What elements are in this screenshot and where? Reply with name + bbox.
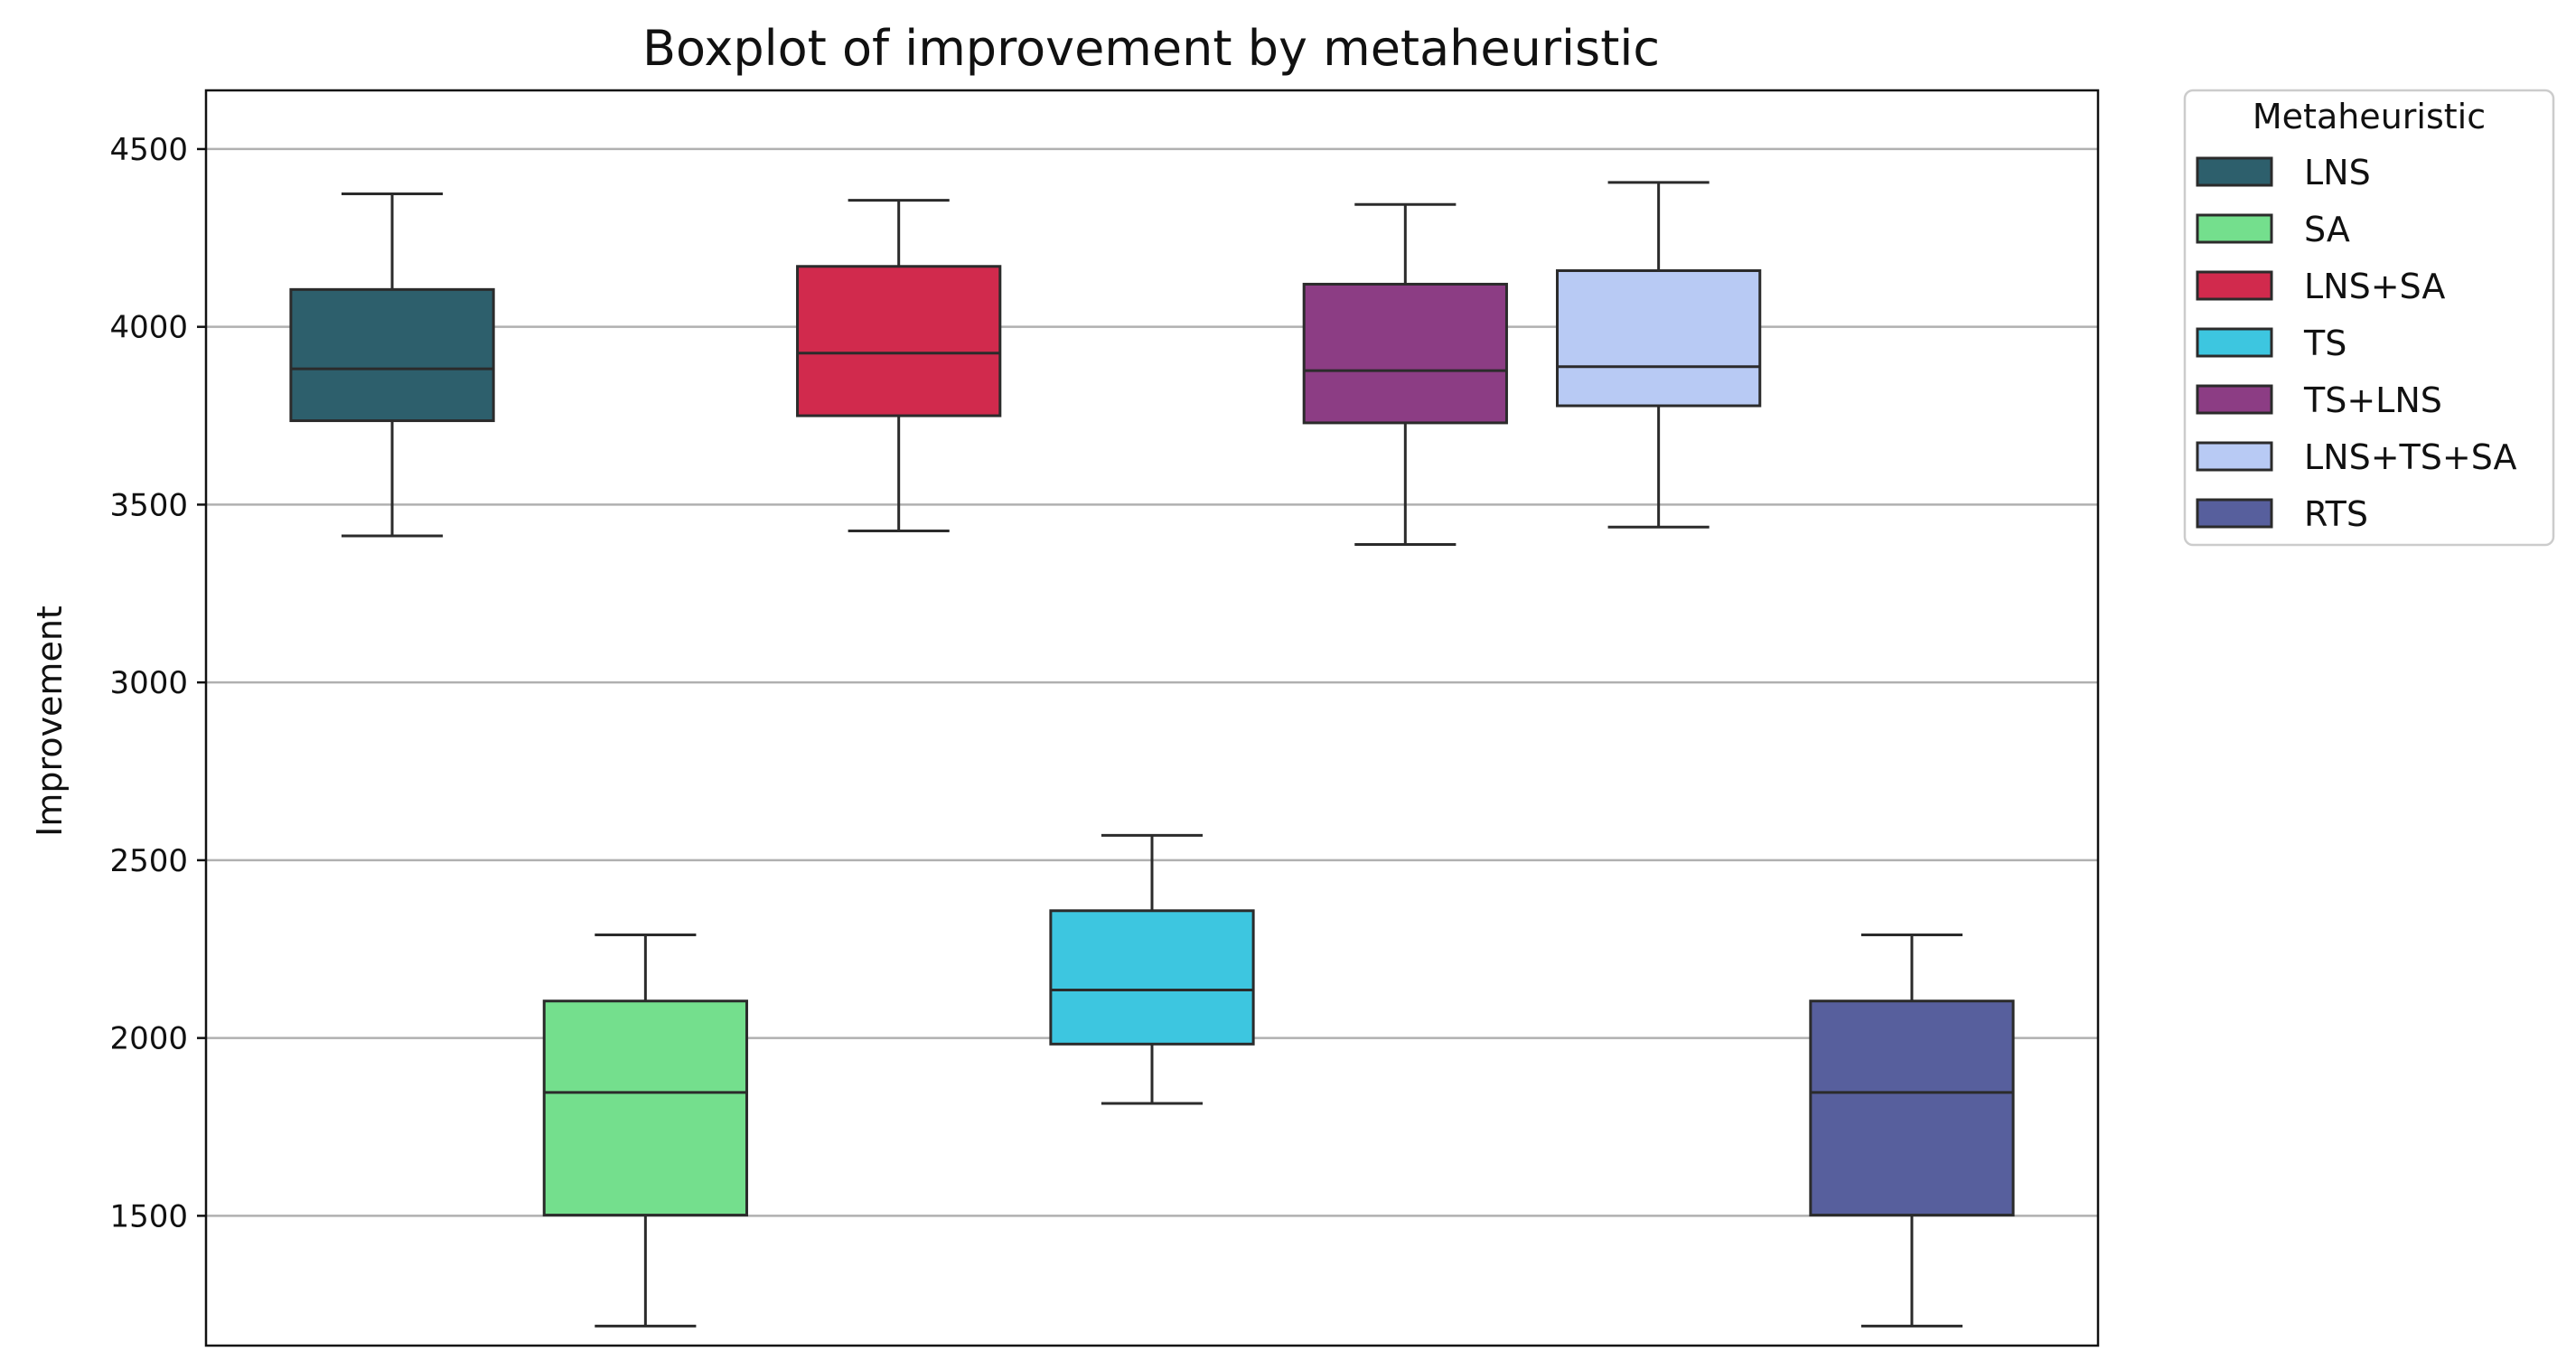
y-tick-label-3000: 3000 bbox=[109, 665, 188, 701]
legend-item-ts: TS bbox=[2196, 324, 2347, 363]
legend-title: Metaheuristic bbox=[2253, 97, 2486, 136]
legend-item-lns-sa: LNS+SA bbox=[2196, 267, 2445, 306]
y-axis-ticks: 1500 2000 2500 3000 3500 4000 4500 bbox=[109, 132, 206, 1234]
legend-swatch-lns-ts-sa bbox=[2196, 441, 2273, 472]
legend-swatch-lns bbox=[2196, 156, 2273, 187]
legend-label-lns: LNS bbox=[2304, 153, 2371, 192]
legend-label-lns-sa: LNS+SA bbox=[2304, 267, 2445, 306]
legend-label-ts: TS bbox=[2303, 324, 2347, 363]
legend-item-rts: RTS bbox=[2196, 494, 2368, 534]
legend: Metaheuristic LNS SA LNS+SA TS TS+LNS LNS+TS+… bbox=[2183, 89, 2555, 547]
legend-frame bbox=[2183, 89, 2555, 547]
box-lns-ts-sa bbox=[1556, 181, 1762, 529]
legend-swatch-sa bbox=[2196, 213, 2273, 244]
legend-swatch-ts-lns bbox=[2196, 384, 2273, 415]
plot-frame bbox=[204, 89, 2100, 1347]
iqr-box-rts bbox=[1809, 999, 2015, 1217]
legend-item-sa: SA bbox=[2196, 210, 2350, 249]
legend-label-sa: SA bbox=[2304, 210, 2350, 249]
iqr-box-lns-ts-sa bbox=[1556, 268, 1762, 408]
legend-swatch-lns-sa bbox=[2196, 270, 2273, 301]
legend-swatch-rts bbox=[2196, 498, 2273, 529]
y-tick-label-4000: 4000 bbox=[109, 310, 188, 346]
y-axis-label: Improvement bbox=[30, 605, 70, 837]
chart-title: Boxplot of improvement by metaheuristic bbox=[642, 20, 1660, 77]
box-ts bbox=[1049, 833, 1255, 1105]
legend-items: LNS SA LNS+SA TS TS+LNS LNS+TS+SA RTS bbox=[2196, 153, 2517, 534]
legend-label-lns-ts-sa: LNS+TS+SA bbox=[2304, 437, 2517, 477]
y-tick-label-4500: 4500 bbox=[109, 132, 188, 168]
box-ts-lns bbox=[1302, 202, 1508, 546]
iqr-box-ts-lns bbox=[1302, 282, 1508, 425]
y-tick-label-3500: 3500 bbox=[109, 487, 188, 523]
box-layer bbox=[289, 181, 2015, 1328]
iqr-box-lns bbox=[289, 287, 495, 423]
iqr-box-sa bbox=[542, 999, 748, 1217]
legend-item-lns: LNS bbox=[2196, 153, 2371, 192]
legend-swatch-ts bbox=[2196, 327, 2273, 358]
legend-item-lns-ts-sa: LNS+TS+SA bbox=[2196, 437, 2517, 477]
legend-label-rts: RTS bbox=[2304, 494, 2368, 534]
iqr-box-lns-sa bbox=[796, 265, 1002, 418]
box-lns-sa bbox=[796, 199, 1002, 533]
y-tick-label-2500: 2500 bbox=[109, 843, 188, 879]
box-sa bbox=[542, 934, 748, 1328]
box-lns bbox=[289, 192, 495, 538]
box-rts bbox=[1809, 934, 2015, 1328]
y-tick-label-2000: 2000 bbox=[109, 1021, 188, 1057]
y-tick-label-1500: 1500 bbox=[109, 1198, 188, 1234]
legend-label-ts-lns: TS+LNS bbox=[2303, 380, 2442, 420]
iqr-box-ts bbox=[1049, 909, 1255, 1046]
legend-item-ts-lns: TS+LNS bbox=[2196, 380, 2442, 420]
